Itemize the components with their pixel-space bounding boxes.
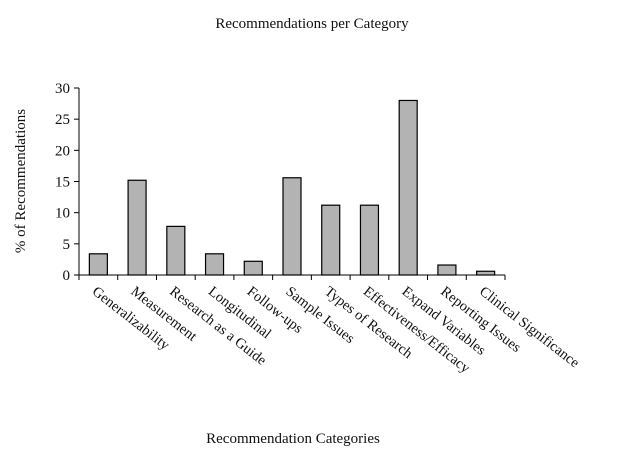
bar: [321, 204, 341, 276]
y-tick-label: 5: [63, 237, 71, 253]
bar: [88, 253, 108, 276]
bar: [282, 177, 302, 276]
y-tick-label: 15: [55, 175, 70, 191]
y-tick-label: 20: [55, 143, 70, 159]
bar: [398, 99, 418, 276]
y-tick-label: 30: [55, 81, 70, 97]
y-tick-label: 10: [55, 206, 70, 222]
chart-title: Recommendations per Category: [215, 16, 409, 32]
bar: [204, 253, 225, 276]
y-axis-label: % of Recommendations: [13, 109, 29, 253]
bar: [476, 270, 496, 276]
bar: [243, 260, 263, 276]
plot-area: 051015202530GeneralizabilityMeasurementR…: [55, 81, 582, 377]
y-tick-label: 0: [63, 268, 71, 284]
x-axis-label: Recommendation Categories: [206, 431, 380, 447]
bar: [359, 204, 380, 276]
y-tick-label: 25: [55, 112, 70, 128]
bar: [437, 264, 457, 276]
bar: [127, 179, 147, 276]
bar: [166, 225, 186, 276]
